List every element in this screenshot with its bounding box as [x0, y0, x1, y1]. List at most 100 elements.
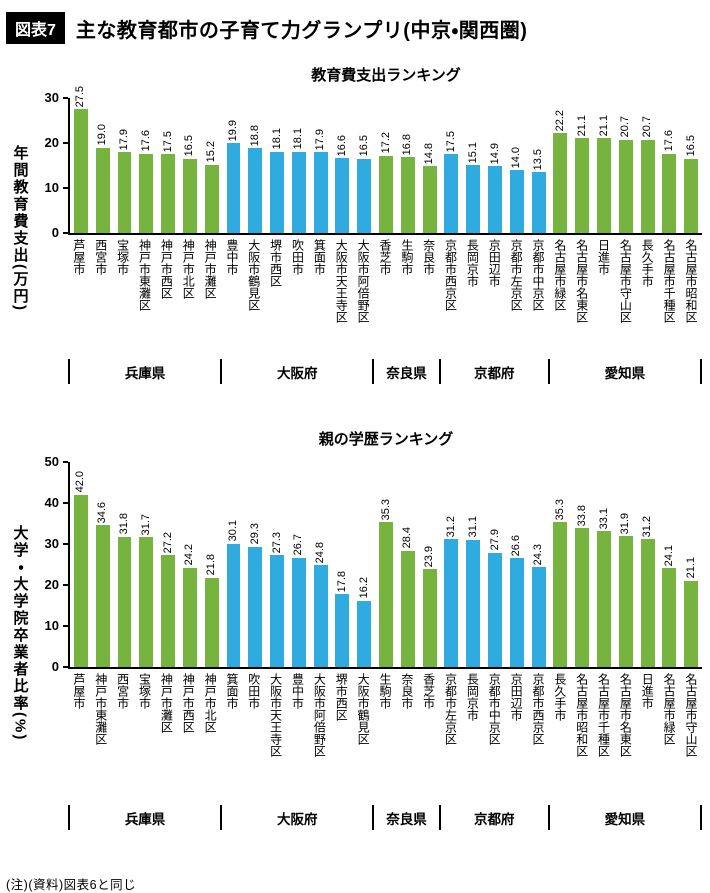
- bar-value-label: 21.1: [684, 557, 697, 579]
- y-tick-mark: [63, 187, 68, 190]
- bar: [553, 133, 568, 233]
- bar-value-label: 22.2: [553, 109, 566, 132]
- bar-value-label: 29.3: [248, 523, 261, 545]
- category-label: 豊中市: [224, 239, 239, 275]
- y-tick-mark: [63, 232, 68, 234]
- bar-slot: 17.2: [375, 98, 397, 233]
- bar-slot: 16.5: [179, 98, 201, 233]
- category-slot: 名古屋市守山区: [614, 235, 636, 359]
- group-label: 大阪府: [220, 805, 372, 830]
- category-slot: 箕面市: [221, 669, 243, 805]
- category-slot: 大阪市鶴見区: [243, 235, 265, 359]
- category-label: 名古屋市昭和区: [574, 673, 589, 757]
- bar-value-label: 16.2: [357, 577, 370, 599]
- bar-value-label: 26.6: [510, 534, 523, 556]
- bar: [553, 522, 568, 667]
- y-tick-mark: [63, 584, 68, 586]
- bar-value-label: 20.7: [619, 116, 632, 138]
- bar: [422, 569, 437, 667]
- bar-value-label: 15.1: [466, 141, 479, 164]
- group-label: 奈良県: [372, 359, 438, 384]
- y-axis-title: 年間教育費支出(万円): [11, 145, 29, 312]
- bar-slot: 16.8: [397, 98, 419, 233]
- category-label: 名古屋市昭和区: [683, 239, 698, 323]
- bar: [248, 148, 263, 233]
- category-slot: 豊中市: [221, 235, 243, 359]
- bar-value-label: 31.7: [139, 513, 152, 536]
- chart-main: 27.5 19.0 17.9 17.6 17.5 16.5 15.2 19.9 18.8 18.1…: [68, 86, 702, 384]
- category-label: 神戸市北区: [181, 239, 196, 299]
- bar-slot: 24.3: [528, 462, 550, 667]
- category-label: 香芝市: [421, 673, 436, 709]
- bar-slot: 16.5: [680, 98, 702, 233]
- bar: [182, 567, 197, 667]
- bar: [597, 531, 611, 667]
- bar: [117, 536, 132, 667]
- bar-value-label: 27.5: [74, 85, 87, 108]
- bar: [640, 539, 655, 667]
- y-tick-label: 0: [51, 225, 59, 240]
- bar-value-label: 18.8: [248, 124, 261, 147]
- bar-value-label: 30.1: [226, 520, 239, 542]
- figure-header: 図表7 主な教育都市の子育て力グランプリ(中京・関西圏): [6, 12, 702, 44]
- category-label: 京都市西京区: [443, 239, 458, 311]
- category-slot: 名古屋市緑区: [658, 669, 680, 805]
- category-slot: 生駒市: [374, 669, 396, 805]
- category-slot: 神戸市東灘区: [134, 235, 156, 359]
- bar-slot: 27.5: [70, 86, 92, 233]
- bar: [509, 557, 524, 667]
- group-label: 兵庫県: [68, 359, 220, 384]
- bar-value-label: 33.8: [575, 505, 588, 527]
- bar: [291, 557, 306, 667]
- category-label: 京都市左京区: [443, 673, 458, 745]
- bar: [597, 138, 611, 233]
- category-label: 箕面市: [312, 239, 327, 275]
- category-slot: 京田辺市: [505, 669, 527, 805]
- category-slot: 豊中市: [287, 669, 309, 805]
- page-title: 主な教育都市の子育て力グランプリ(中京・関西圏): [75, 19, 528, 42]
- bar-slot: 14.9: [484, 98, 506, 233]
- y-tick-label: 20: [44, 135, 59, 151]
- category-slot: 京都市西京区: [527, 669, 549, 805]
- category-label: 京都市西京区: [530, 673, 545, 745]
- category-label: 神戸市西区: [181, 673, 196, 733]
- category-label: 大阪市鶴見区: [356, 673, 371, 745]
- bar-value-label: 16.5: [357, 135, 370, 157]
- bar-slot: 23.9: [419, 462, 441, 667]
- category-slot: 西宮市: [90, 235, 112, 359]
- bar-slot: 17.6: [659, 98, 681, 233]
- bar: [357, 158, 372, 233]
- bar-slot: 33.1: [593, 462, 615, 667]
- y-tick-label: 10: [44, 618, 59, 633]
- bar: [335, 158, 350, 233]
- bar: [379, 522, 394, 667]
- bar-slot: 28.4: [397, 462, 419, 667]
- bar-value-label: 17.5: [444, 130, 457, 153]
- category-slot: 香芝市: [374, 235, 396, 359]
- bar-value-label: 35.3: [553, 498, 566, 521]
- category-label: 西宮市: [115, 673, 130, 709]
- category-label: 芦屋市: [71, 673, 86, 709]
- bar-value-label: 18.1: [270, 128, 283, 150]
- bar-slot: 18.1: [288, 98, 310, 233]
- bar: [444, 539, 459, 667]
- bar: [161, 555, 176, 667]
- category-label: 神戸市東灘区: [137, 239, 152, 311]
- bar-slot: 15.2: [201, 98, 223, 233]
- bar-value-label: 14.0: [510, 146, 523, 168]
- category-slot: 堺市西区: [330, 669, 352, 805]
- category-label: 宝塚市: [115, 239, 130, 275]
- category-slot: 宝塚市: [112, 235, 134, 359]
- bar-slot: 18.1: [266, 98, 288, 233]
- bar-slot: 19.0: [92, 98, 114, 233]
- bar-slot: 24.8: [310, 462, 332, 667]
- category-label: 京田辺市: [509, 673, 524, 721]
- category-slot: 神戸市北区: [199, 669, 221, 805]
- bar-slot: 21.1: [593, 98, 615, 233]
- bar: [531, 172, 546, 233]
- category-label: 生駒市: [377, 673, 392, 709]
- bar-slot: 20.7: [637, 98, 659, 233]
- category-slot: 名古屋市昭和区: [680, 235, 702, 359]
- category-label: 堺市西区: [334, 673, 349, 721]
